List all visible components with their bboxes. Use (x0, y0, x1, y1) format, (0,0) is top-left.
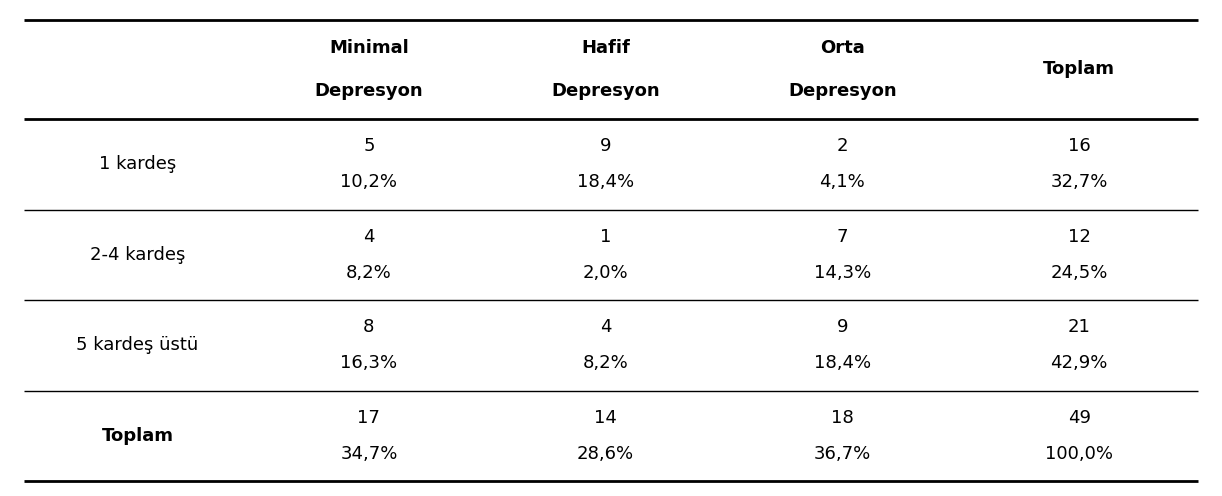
Text: 1: 1 (600, 228, 611, 246)
Text: 17: 17 (358, 409, 380, 427)
Text: 18,4%: 18,4% (814, 355, 871, 372)
Text: 32,7%: 32,7% (1051, 174, 1108, 191)
Text: 24,5%: 24,5% (1051, 264, 1108, 282)
Text: 34,7%: 34,7% (340, 445, 397, 463)
Text: Toplam: Toplam (101, 427, 174, 445)
Text: 21: 21 (1068, 318, 1090, 336)
Text: 42,9%: 42,9% (1051, 355, 1108, 372)
Text: 18,4%: 18,4% (577, 174, 634, 191)
Text: 4: 4 (363, 228, 375, 246)
Text: 5 kardeş üstü: 5 kardeş üstü (76, 336, 199, 354)
Text: 28,6%: 28,6% (577, 445, 634, 463)
Text: 2: 2 (837, 137, 848, 155)
Text: 16,3%: 16,3% (341, 355, 397, 372)
Text: Depresyon: Depresyon (788, 82, 897, 100)
Text: 8,2%: 8,2% (346, 264, 392, 282)
Text: 14: 14 (594, 409, 617, 427)
Text: 8: 8 (363, 318, 375, 336)
Text: 10,2%: 10,2% (341, 174, 397, 191)
Text: Minimal: Minimal (329, 39, 409, 57)
Text: 100,0%: 100,0% (1045, 445, 1113, 463)
Text: 4: 4 (600, 318, 611, 336)
Text: 36,7%: 36,7% (814, 445, 871, 463)
Text: 9: 9 (600, 137, 611, 155)
Text: 4,1%: 4,1% (820, 174, 865, 191)
Text: 14,3%: 14,3% (814, 264, 871, 282)
Text: 18: 18 (831, 409, 854, 427)
Text: Toplam: Toplam (1044, 61, 1116, 78)
Text: 7: 7 (837, 228, 848, 246)
Text: Depresyon: Depresyon (314, 82, 423, 100)
Text: Depresyon: Depresyon (551, 82, 660, 100)
Text: 9: 9 (837, 318, 848, 336)
Text: 5: 5 (363, 137, 375, 155)
Text: 8,2%: 8,2% (583, 355, 628, 372)
Text: Orta: Orta (820, 39, 865, 57)
Text: 2,0%: 2,0% (583, 264, 628, 282)
Text: 49: 49 (1068, 409, 1091, 427)
Text: 16: 16 (1068, 137, 1090, 155)
Text: Hafif: Hafif (582, 39, 631, 57)
Text: 12: 12 (1068, 228, 1090, 246)
Text: 2-4 kardeş: 2-4 kardeş (89, 246, 186, 264)
Text: 1 kardeş: 1 kardeş (99, 155, 176, 173)
